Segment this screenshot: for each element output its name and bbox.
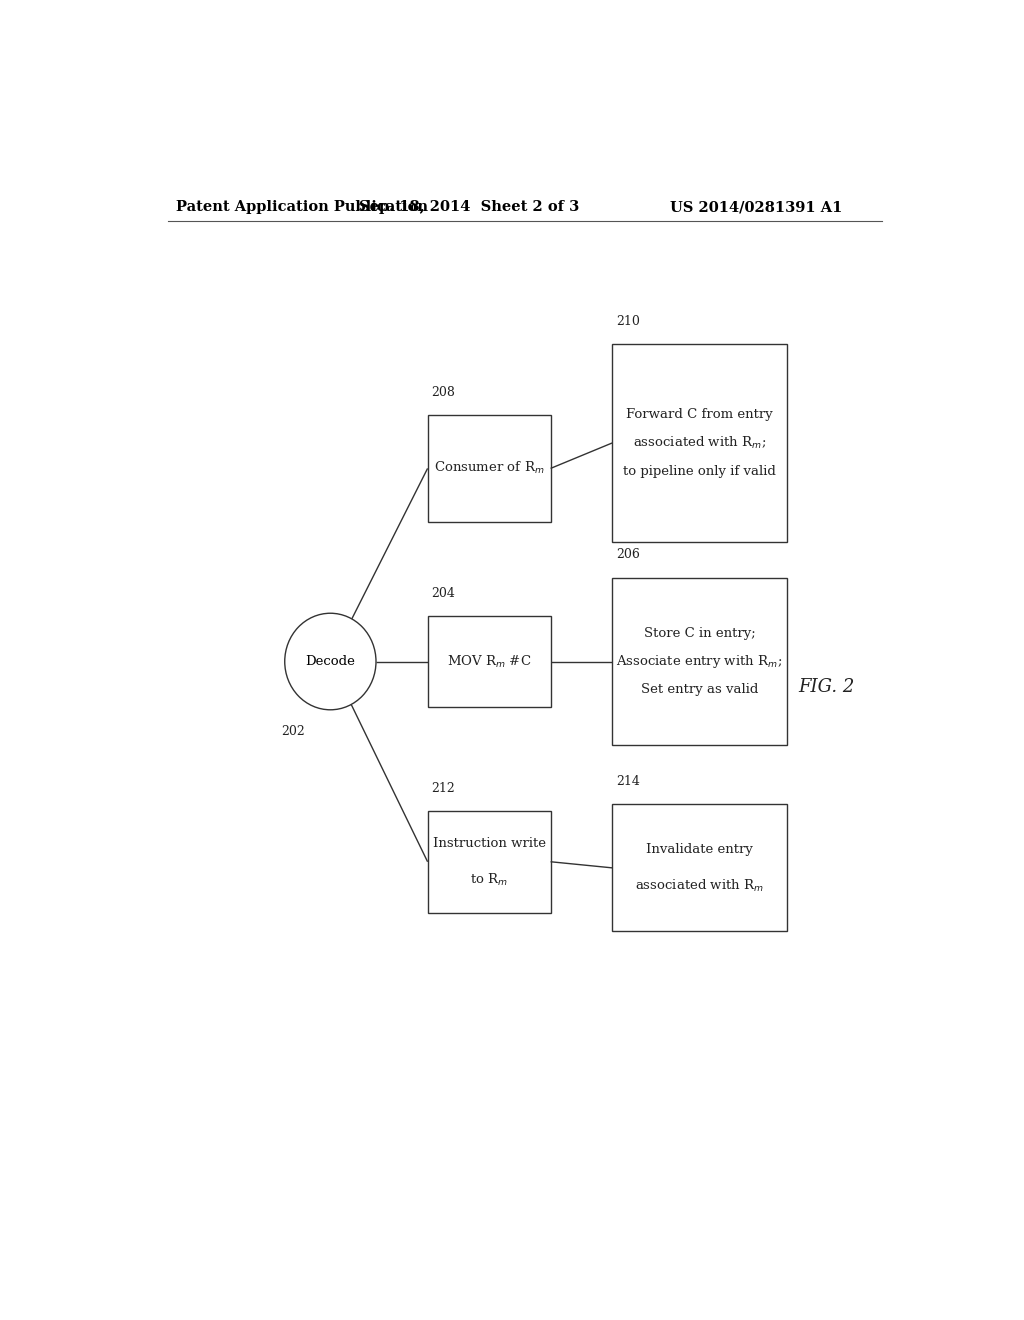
Text: US 2014/0281391 A1: US 2014/0281391 A1 xyxy=(670,201,842,214)
Text: Set entry as valid: Set entry as valid xyxy=(641,684,758,697)
Text: MOV R$_m$ #C: MOV R$_m$ #C xyxy=(446,653,531,669)
Bar xyxy=(428,615,551,708)
Bar xyxy=(428,414,551,521)
Text: FIG. 2: FIG. 2 xyxy=(798,678,855,696)
Text: associated with R$_m$: associated with R$_m$ xyxy=(635,878,764,894)
Text: Decode: Decode xyxy=(305,655,355,668)
Bar xyxy=(428,810,551,912)
Text: Forward C from entry: Forward C from entry xyxy=(626,408,773,421)
Text: 210: 210 xyxy=(616,314,640,327)
Text: 204: 204 xyxy=(431,586,456,599)
Text: 212: 212 xyxy=(431,781,456,795)
Text: Associate entry with R$_m$;: Associate entry with R$_m$; xyxy=(616,653,782,671)
Text: Instruction write: Instruction write xyxy=(432,837,546,850)
Text: to R$_m$: to R$_m$ xyxy=(470,873,508,888)
Text: 206: 206 xyxy=(616,548,640,561)
Text: associated with R$_m$;: associated with R$_m$; xyxy=(633,436,766,451)
Bar xyxy=(612,804,786,932)
Text: 202: 202 xyxy=(281,725,304,738)
Text: Store C in entry;: Store C in entry; xyxy=(643,627,756,640)
Text: Patent Application Publication: Patent Application Publication xyxy=(176,201,428,214)
Bar xyxy=(612,578,786,746)
Bar xyxy=(612,345,786,543)
Text: to pipeline only if valid: to pipeline only if valid xyxy=(623,465,776,478)
Text: Consumer of R$_m$: Consumer of R$_m$ xyxy=(434,461,545,477)
Text: Invalidate entry: Invalidate entry xyxy=(646,843,753,857)
Text: 214: 214 xyxy=(616,775,640,788)
Text: Sep. 18, 2014  Sheet 2 of 3: Sep. 18, 2014 Sheet 2 of 3 xyxy=(359,201,580,214)
Text: 208: 208 xyxy=(431,385,456,399)
